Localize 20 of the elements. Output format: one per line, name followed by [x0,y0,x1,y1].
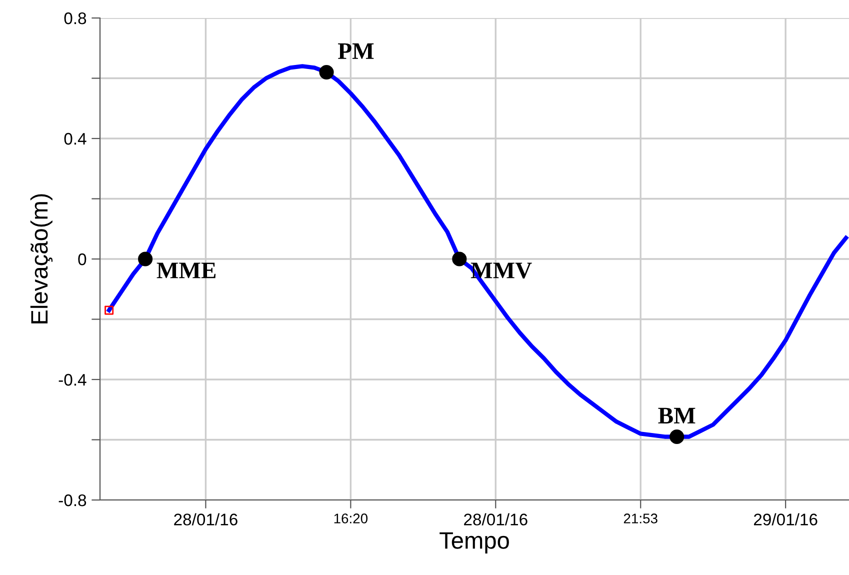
x-tick-label: 28/01/16 [464,513,528,526]
annotation: BM [658,408,696,424]
y-tick-label: -0.4 [58,374,86,386]
x-tick-label: 28/01/16 [174,513,238,526]
point [104,306,114,315]
annotation: PM [338,43,374,59]
point [670,429,684,444]
x-tick-label: 16:20 [334,514,368,524]
x-tick-label: 29/01/16 [754,513,818,526]
y-tick-label: 0 [78,253,86,266]
y-tick-label: 0.8 [64,12,86,24]
y-tick-label: 0.4 [64,132,86,145]
y-axis-title: Elevação(m) [30,194,53,324]
x-axis-title: Tempo [440,532,509,554]
x-tick-label: 21:53 [624,514,658,524]
point [319,64,334,80]
annotation: MME [156,262,216,278]
y-tick-label: -0.8 [58,494,86,506]
point [138,252,153,266]
point [452,252,467,266]
